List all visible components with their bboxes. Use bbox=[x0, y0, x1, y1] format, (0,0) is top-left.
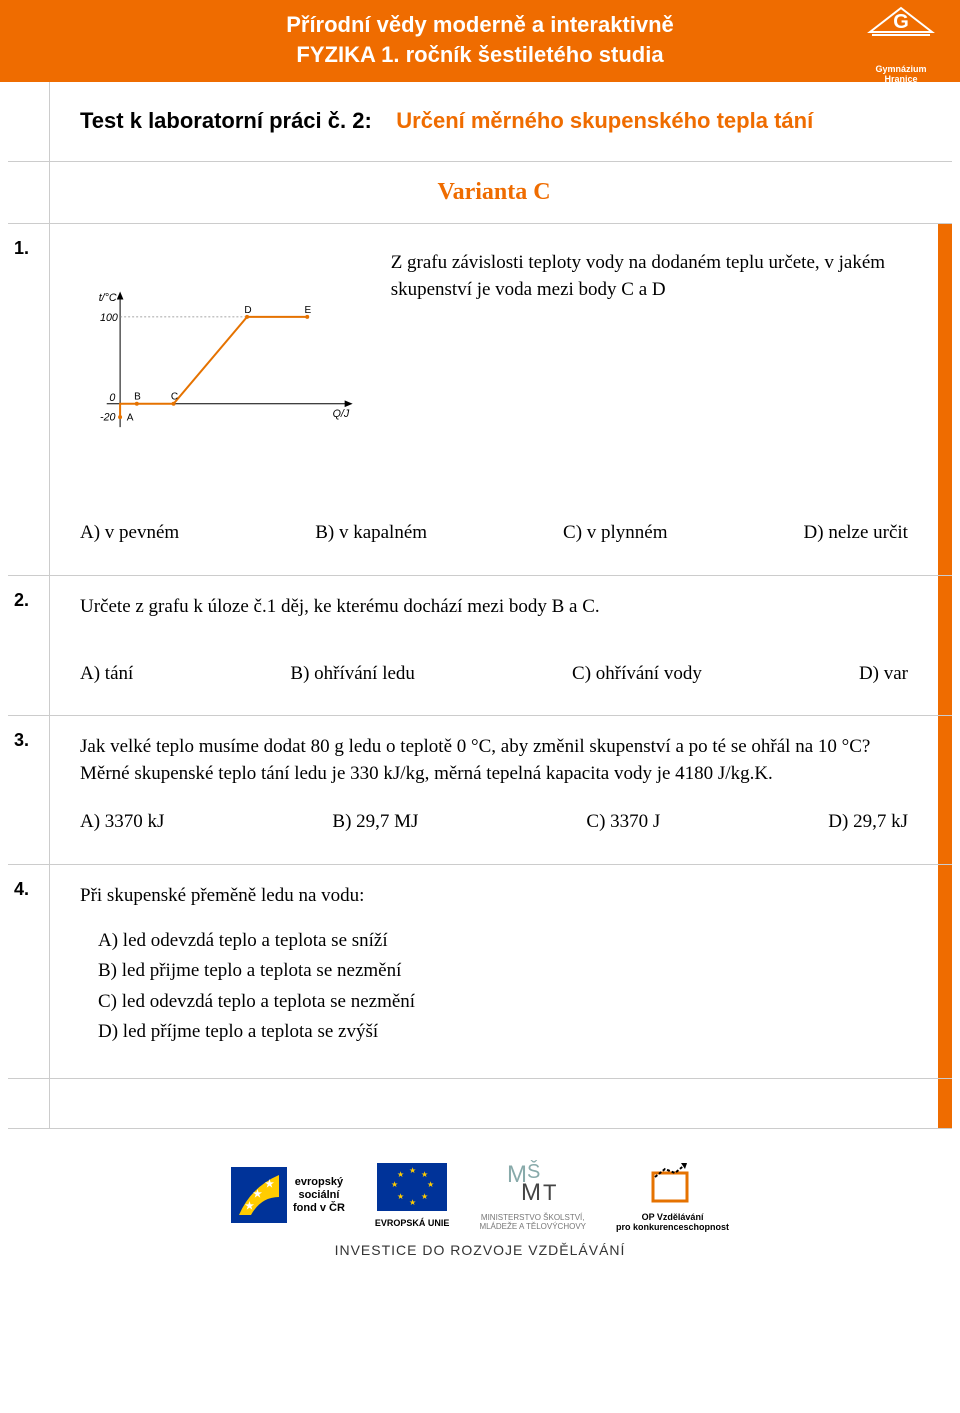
q2-opt-d[interactable]: D) var bbox=[859, 661, 908, 688]
logo-text1: Gymnázium bbox=[866, 64, 936, 74]
question-3: 3. Jak velké teplo musíme dodat 80 g led… bbox=[8, 716, 952, 865]
empty-row bbox=[8, 1079, 952, 1129]
svg-text:★: ★ bbox=[409, 1166, 416, 1175]
test-title-name: Určení měrného skupenského tepla tání bbox=[396, 108, 813, 133]
svg-text:E: E bbox=[305, 305, 312, 316]
header-line2: FYZIKA 1. ročník šestiletého studia bbox=[0, 42, 960, 68]
svg-text:0: 0 bbox=[109, 392, 115, 404]
svg-text:★: ★ bbox=[253, 1189, 262, 1200]
svg-text:★: ★ bbox=[245, 1201, 254, 1212]
q4-opt-c[interactable]: C) led odevzdá teplo a teplota se nezměn… bbox=[98, 989, 908, 1016]
q2-opt-c[interactable]: C) ohřívání vody bbox=[572, 661, 702, 688]
q4-opt-d[interactable]: D) led příjme teplo a teplota se zvýší bbox=[98, 1019, 908, 1046]
svg-text:★: ★ bbox=[427, 1180, 434, 1189]
esf-text1: evropský bbox=[293, 1176, 345, 1189]
q1-opt-d[interactable]: D) nelze určit bbox=[804, 520, 908, 547]
q3-options: A) 3370 kJ B) 29,7 MJ C) 3370 J D) 29,7 … bbox=[80, 809, 908, 836]
variant-num bbox=[8, 162, 50, 224]
side-spacer bbox=[938, 82, 952, 161]
eu-logo: ★★ ★★ ★★ ★★ EVROPSKÁ UNIE bbox=[375, 1163, 450, 1228]
svg-text:100: 100 bbox=[100, 312, 118, 324]
esf-logo: ★ ★ ★ evropský sociální fond v ČR bbox=[231, 1167, 345, 1223]
test-title-prefix: Test k laboratorní práci č. 2: bbox=[80, 108, 372, 133]
svg-text:★: ★ bbox=[265, 1179, 274, 1190]
q2-options: A) tání B) ohřívání ledu C) ohřívání vod… bbox=[80, 661, 908, 688]
q2-num: 2. bbox=[8, 576, 50, 715]
svg-text:★: ★ bbox=[409, 1198, 416, 1207]
op-logo: OP Vzdělávání pro konkurenceschopnost bbox=[616, 1159, 729, 1232]
svg-text:D: D bbox=[244, 305, 251, 316]
q1-text: Z grafu závislosti teploty vody na dodan… bbox=[391, 242, 908, 303]
side-spacer bbox=[938, 162, 952, 224]
svg-text:B: B bbox=[134, 392, 141, 403]
side-marker bbox=[938, 224, 952, 575]
msmt-text1: MINISTERSTVO ŠKOLSTVÍ, bbox=[479, 1213, 586, 1222]
q2-text: Určete z grafu k úloze č.1 děj, ke které… bbox=[80, 594, 908, 621]
msmt-text2: MLÁDEŽE A TĚLOVÝCHOVY bbox=[479, 1222, 586, 1231]
question-2: 2. Určete z grafu k úloze č.1 děj, ke kt… bbox=[8, 576, 952, 716]
eu-text: EVROPSKÁ UNIE bbox=[375, 1218, 450, 1228]
q4-opt-a[interactable]: A) led odevzdá teplo a teplota se sníží bbox=[98, 928, 908, 955]
svg-text:C: C bbox=[171, 392, 178, 403]
side-marker bbox=[938, 865, 952, 1078]
question-4: 4. Při skupenské přeměně ledu na vodu: A… bbox=[8, 865, 952, 1079]
svg-text:t/°C: t/°C bbox=[99, 292, 117, 304]
svg-text:★: ★ bbox=[421, 1170, 428, 1179]
svg-text:-20: -20 bbox=[100, 412, 116, 424]
q3-text: Jak velké teplo musíme dodat 80 g ledu o… bbox=[80, 734, 908, 787]
title-row: Test k laboratorní práci č. 2: Určení mě… bbox=[8, 82, 952, 162]
page-header: Přírodní vědy moderně a interaktivně FYZ… bbox=[0, 0, 960, 82]
q3-num: 3. bbox=[8, 716, 50, 864]
q3-opt-d[interactable]: D) 29,7 kJ bbox=[828, 809, 908, 836]
q2-opt-a[interactable]: A) tání bbox=[80, 661, 133, 688]
variant-row: Varianta C bbox=[8, 162, 952, 225]
svg-text:G: G bbox=[893, 11, 909, 33]
footer-tagline: INVESTICE DO ROZVOJE VZDĚLÁVÁNÍ bbox=[0, 1242, 960, 1258]
svg-text:M: M bbox=[521, 1179, 541, 1206]
svg-text:★: ★ bbox=[421, 1192, 428, 1201]
q2-opt-b[interactable]: B) ohřívání ledu bbox=[290, 661, 415, 688]
content-area: Test k laboratorní práci č. 2: Určení mě… bbox=[0, 82, 960, 1129]
page-footer: ★ ★ ★ evropský sociální fond v ČR ★★ ★★ … bbox=[0, 1129, 960, 1298]
header-line1: Přírodní vědy moderně a interaktivně bbox=[0, 12, 960, 38]
q1-chart: t/°C 100 0 -20 A B C D E Q/J bbox=[80, 242, 361, 492]
op-text2: pro konkurenceschopnost bbox=[616, 1222, 729, 1232]
side-marker bbox=[938, 716, 952, 864]
title-num bbox=[8, 82, 50, 161]
question-1: 1. bbox=[8, 224, 952, 576]
q1-opt-b[interactable]: B) v kapalném bbox=[315, 520, 427, 547]
esf-text3: fond v ČR bbox=[293, 1202, 345, 1215]
q4-opt-b[interactable]: B) led přijme teplo a teplota se nezmění bbox=[98, 958, 908, 985]
q4-num: 4. bbox=[8, 865, 50, 1078]
svg-text:★: ★ bbox=[391, 1180, 398, 1189]
msmt-logo: M Š M T MINISTERSTVO ŠKOLSTVÍ, MLÁDEŽE A… bbox=[479, 1160, 586, 1231]
op-text1: OP Vzdělávání bbox=[616, 1212, 729, 1222]
q4-options: A) led odevzdá teplo a teplota se sníží … bbox=[98, 928, 908, 1046]
q4-text: Při skupenské přeměně ledu na vodu: bbox=[80, 883, 908, 910]
svg-text:A: A bbox=[127, 413, 134, 424]
q1-options: A) v pevném B) v kapalném C) v plynném D… bbox=[80, 520, 908, 547]
svg-text:Q/J: Q/J bbox=[333, 409, 350, 421]
q1-num: 1. bbox=[8, 224, 50, 575]
svg-text:T: T bbox=[543, 1180, 556, 1205]
q3-opt-a[interactable]: A) 3370 kJ bbox=[80, 809, 164, 836]
svg-text:★: ★ bbox=[397, 1170, 404, 1179]
svg-text:★: ★ bbox=[397, 1192, 404, 1201]
q1-opt-a[interactable]: A) v pevném bbox=[80, 520, 179, 547]
q3-opt-c[interactable]: C) 3370 J bbox=[586, 809, 660, 836]
side-marker bbox=[938, 1079, 952, 1128]
q3-opt-b[interactable]: B) 29,7 MJ bbox=[332, 809, 418, 836]
variant-label: Varianta C bbox=[50, 162, 938, 224]
school-logo: G Gymnázium Hranice bbox=[866, 6, 936, 76]
side-marker bbox=[938, 576, 952, 715]
esf-text2: sociální bbox=[293, 1189, 345, 1202]
q1-opt-c[interactable]: C) v plynném bbox=[563, 520, 668, 547]
